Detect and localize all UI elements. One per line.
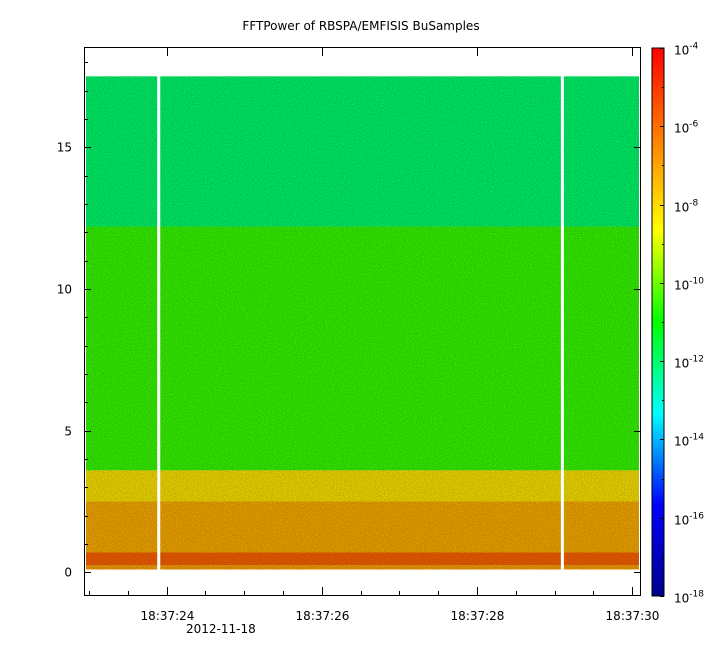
y-tick-label: 15 [57, 141, 72, 155]
y-tick-label: 10 [57, 283, 72, 297]
spectrogram-image [86, 76, 639, 575]
colorbar-tick-label: 10-14 [674, 433, 704, 449]
plot-frame [84, 47, 641, 596]
no-data-strip [86, 569, 639, 575]
colorbar-tick-label: 10-8 [674, 199, 699, 215]
data-gaps [157, 75, 564, 572]
x-tick-label: 18:37:30 [606, 609, 660, 623]
y-tick-label: 5 [64, 425, 72, 439]
x-axis: 18:37:24 18:37:26 18:37:28 18:37:30 [89, 48, 660, 623]
x-tick-label: 18:37:28 [451, 609, 505, 623]
y-tick-label: 0 [64, 566, 72, 580]
colorbar: 10-4 10-6 10-8 10-10 10-12 10-14 10-16 10-18 [651, 42, 704, 606]
y-axis: 0 5 10 15 [57, 62, 640, 580]
data-gap [157, 75, 161, 572]
colorbar-tick-label: 10-10 [674, 277, 704, 293]
x-date-label: 2012-11-18 [186, 622, 256, 636]
data-gap [560, 75, 564, 572]
chart-title: FFTPower of RBSPA/EMFISIS BuSamples [242, 19, 479, 33]
colorbar-tick-label: 10-12 [674, 355, 704, 371]
colorbar-tick-label: 10-6 [674, 120, 699, 136]
colorbar-tick-label: 10-16 [674, 512, 704, 528]
colorbar-tick-label: 10-18 [674, 590, 704, 606]
x-tick-label: 18:37:26 [296, 609, 350, 623]
spectrogram-noise-texture [86, 76, 639, 570]
colorbar-tick-label: 10-4 [674, 42, 699, 58]
x-tick-label: 18:37:24 [141, 609, 195, 623]
